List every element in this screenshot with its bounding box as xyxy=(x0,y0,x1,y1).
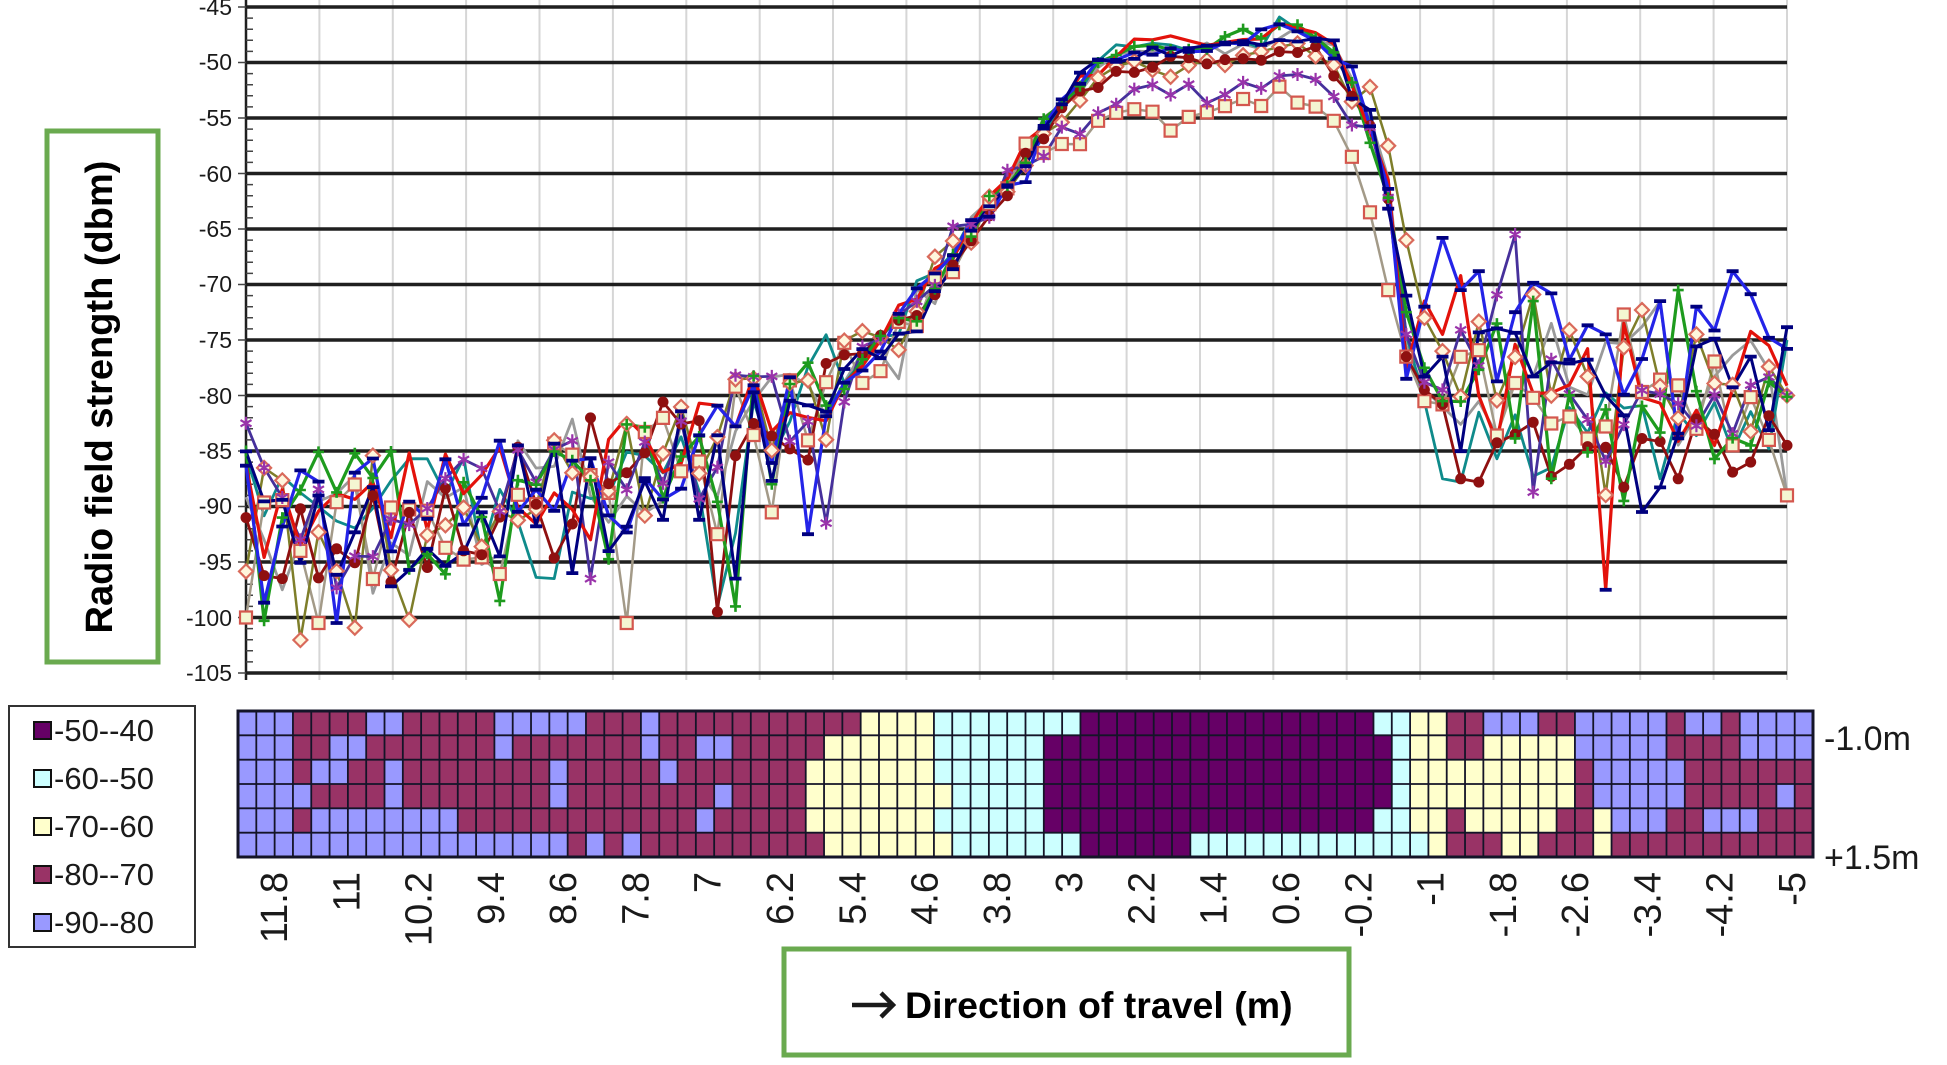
svg-text:-60: -60 xyxy=(199,161,232,187)
svg-text:-1.0m: -1.0m xyxy=(1824,720,1911,758)
svg-text:6.2: 6.2 xyxy=(760,872,802,925)
svg-text:-45: -45 xyxy=(199,0,232,20)
svg-text:2.2: 2.2 xyxy=(1121,872,1163,925)
svg-text:-0.2: -0.2 xyxy=(1338,872,1380,937)
svg-text:Direction of travel (m): Direction of travel (m) xyxy=(905,984,1293,1026)
svg-text:1.4: 1.4 xyxy=(1194,872,1236,925)
svg-text:-60--50: -60--50 xyxy=(54,761,154,796)
svg-text:-85: -85 xyxy=(199,438,232,464)
svg-text:7.8: 7.8 xyxy=(615,872,657,925)
svg-text:+1.5m: +1.5m xyxy=(1824,839,1919,877)
svg-text:4.6: 4.6 xyxy=(905,872,947,925)
svg-text:-70: -70 xyxy=(199,271,232,297)
svg-text:-100: -100 xyxy=(186,605,232,631)
svg-text:-90--80: -90--80 xyxy=(54,905,154,940)
svg-text:-1: -1 xyxy=(1411,872,1453,906)
svg-text:Radio field strength (dbm): Radio field strength (dbm) xyxy=(79,161,121,634)
svg-text:-1.8: -1.8 xyxy=(1483,872,1525,937)
svg-text:0.6: 0.6 xyxy=(1266,872,1308,925)
svg-text:-95: -95 xyxy=(199,549,232,575)
svg-text:5.4: 5.4 xyxy=(832,872,874,925)
svg-text:-75: -75 xyxy=(199,327,232,353)
svg-text:-105: -105 xyxy=(186,660,232,686)
svg-text:9.4: 9.4 xyxy=(471,872,513,925)
svg-text:11: 11 xyxy=(326,872,368,911)
svg-text:-50: -50 xyxy=(199,49,232,75)
svg-text:10.2: 10.2 xyxy=(399,872,441,946)
svg-text:-65: -65 xyxy=(199,216,232,242)
svg-text:11.8: 11.8 xyxy=(254,872,296,943)
svg-text:-70--60: -70--60 xyxy=(54,809,154,844)
svg-text:7: 7 xyxy=(688,872,730,893)
svg-text:8.6: 8.6 xyxy=(543,872,585,925)
svg-text:-5: -5 xyxy=(1772,872,1814,906)
svg-text:-90: -90 xyxy=(199,493,232,519)
svg-text:3.8: 3.8 xyxy=(977,872,1019,925)
svg-text:-4.2: -4.2 xyxy=(1700,872,1742,937)
svg-text:-80--70: -80--70 xyxy=(54,857,154,892)
svg-text:-3.4: -3.4 xyxy=(1627,872,1669,937)
svg-text:-80: -80 xyxy=(199,383,232,409)
svg-text:-55: -55 xyxy=(199,105,232,131)
svg-text:-50--40: -50--40 xyxy=(54,713,154,748)
svg-text:-2.6: -2.6 xyxy=(1555,872,1597,937)
svg-text:3: 3 xyxy=(1049,872,1091,893)
